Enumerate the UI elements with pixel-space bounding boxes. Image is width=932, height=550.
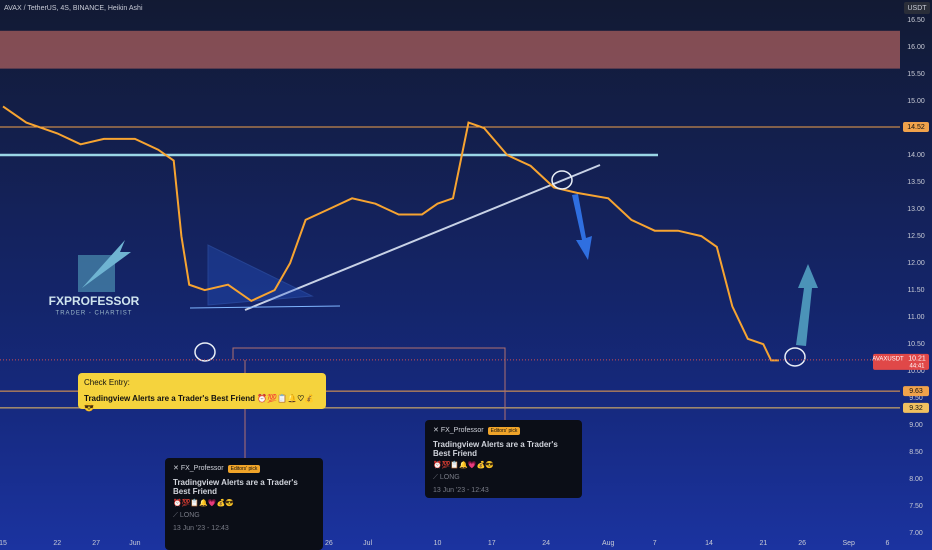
x-tick-label: 26 bbox=[798, 540, 806, 547]
y-tick-label: 16.00 bbox=[907, 44, 925, 51]
card-icons: ⏰💯📋🔔💗💰😎 bbox=[173, 500, 235, 507]
highlight-circle bbox=[784, 347, 806, 367]
y-tick-label: 9.50 bbox=[909, 395, 923, 402]
trendline bbox=[244, 164, 601, 311]
x-tick-label: Aug bbox=[602, 540, 615, 547]
highlight-circle bbox=[194, 342, 216, 362]
y-tick-label: 10.50 bbox=[907, 341, 925, 348]
x-tick-label: 27 bbox=[92, 540, 100, 547]
down-arrow bbox=[572, 194, 592, 260]
card-badge: Editors' pick bbox=[227, 465, 261, 473]
idea-card[interactable]: ✕ FX_Professor Editors' pick Tradingview … bbox=[165, 458, 323, 550]
x-tick-label: Jul bbox=[363, 540, 372, 547]
logo: FXPROFESSOR TRADER - CHARTIST bbox=[49, 240, 140, 317]
y-tick-label: 12.00 bbox=[907, 260, 925, 267]
card-icons: ⏰💯📋🔔💗💰😎 bbox=[433, 462, 495, 469]
supply-zone bbox=[0, 30, 900, 69]
countdown: 44:41 bbox=[909, 363, 925, 369]
y-tick-label: 13.00 bbox=[907, 206, 925, 213]
card-date: 13 Jun '23 - 12:43 bbox=[433, 487, 489, 494]
y-tick-label: 14.00 bbox=[907, 152, 925, 159]
price-line bbox=[2, 105, 779, 362]
card-author: FX_Professor bbox=[440, 427, 484, 434]
level-tag bbox=[903, 121, 929, 132]
up-arrow bbox=[796, 264, 818, 346]
y-tick-label: 9.00 bbox=[909, 422, 923, 429]
card-title: Tradingview Alerts are a Trader's Best F… bbox=[433, 440, 558, 458]
level-tag bbox=[903, 386, 929, 397]
symbol-title: AVAX / TetherUS, 4S, BINANCE, Heikin Ash… bbox=[4, 5, 143, 12]
triangle-base bbox=[189, 305, 341, 309]
card-date: 13 Jun '23 - 12:43 bbox=[173, 525, 229, 532]
x-tick-label: 26 bbox=[325, 540, 333, 547]
y-tick-label: 11.50 bbox=[908, 287, 925, 294]
x-tick-label: 17 bbox=[488, 540, 496, 547]
level-label: 14.52 bbox=[907, 124, 925, 131]
currency: USDT bbox=[907, 5, 927, 12]
x-tick-label: 14 bbox=[705, 540, 713, 547]
x-tick-label: 6 bbox=[886, 540, 890, 547]
callout: Check Entry: Tradingview Alerts are a Tr… bbox=[78, 373, 326, 412]
y-tick-label: 8.50 bbox=[909, 449, 923, 456]
y-tick-label: 8.00 bbox=[909, 476, 923, 483]
x-tick-label: 24 bbox=[542, 540, 550, 547]
card-author: FX_Professor bbox=[180, 465, 224, 472]
x-tick-label: 7 bbox=[653, 540, 657, 547]
y-tick-label: 15.50 bbox=[907, 71, 925, 78]
logo-tagline: TRADER - CHARTIST bbox=[56, 311, 133, 317]
logo-name: FXPROFESSOR bbox=[49, 294, 140, 308]
x-tick-label: 10 bbox=[434, 540, 442, 547]
connector bbox=[232, 347, 506, 420]
y-tick-label: 13.50 bbox=[907, 179, 925, 186]
card-badge: Editors' pick bbox=[487, 427, 521, 435]
x-tick-label: 22 bbox=[53, 540, 61, 547]
last-price: 10.21 bbox=[908, 356, 926, 363]
y-tick-label: 12.50 bbox=[907, 233, 925, 240]
level-label: 9.32 bbox=[909, 405, 923, 412]
idea-card[interactable]: ✕ FX_Professor Editors' pick Tradingview … bbox=[425, 420, 582, 498]
level-tag bbox=[903, 402, 929, 413]
y-tick-label: 7.00 bbox=[909, 530, 923, 537]
x-tick-label: Jun bbox=[129, 540, 140, 547]
currency-box bbox=[904, 2, 930, 14]
y-tick-label: 16.50 bbox=[907, 17, 925, 24]
card-tag: LONG bbox=[179, 512, 200, 519]
x-tick-label: Sep bbox=[842, 540, 855, 547]
card-tag: LONG bbox=[439, 474, 460, 481]
y-tick-label: 10.00 bbox=[907, 368, 925, 375]
card-title: Tradingview Alerts are a Trader's Best F… bbox=[173, 478, 298, 496]
level-label: 9.63 bbox=[909, 388, 923, 395]
y-tick-label: 15.00 bbox=[907, 98, 925, 105]
last-price-symbol: AVAXUSDT bbox=[872, 356, 904, 362]
callout-text: Tradingview Alerts are a Trader's Best F… bbox=[84, 394, 315, 412]
x-tick-label: 21 bbox=[759, 540, 767, 547]
highlight-circle bbox=[551, 170, 573, 190]
y-tick-label: 11.00 bbox=[908, 314, 925, 321]
y-tick-label: 7.50 bbox=[909, 503, 923, 510]
last-price-tag bbox=[873, 353, 929, 370]
callout-title: Check Entry: bbox=[84, 378, 130, 387]
x-tick-label: 15 bbox=[0, 540, 7, 547]
